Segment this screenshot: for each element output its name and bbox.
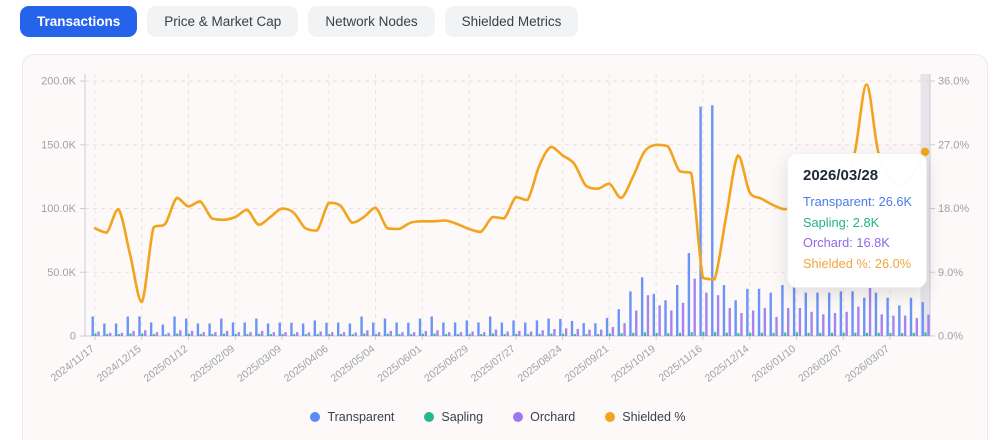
tooltip-row-sapling: Sapling: 2.8K xyxy=(803,214,880,230)
transparent-marker-icon xyxy=(310,412,321,422)
legend-label: Sapling xyxy=(441,410,484,424)
bars-sapling[interactable] xyxy=(94,331,927,336)
svg-text:2025/06/01: 2025/06/01 xyxy=(375,343,424,385)
svg-text:2026/01/10: 2026/01/10 xyxy=(749,343,798,385)
svg-text:50.0K: 50.0K xyxy=(47,267,76,279)
legend-item-shielded[interactable]: Shielded % xyxy=(605,410,686,424)
tab-network-nodes[interactable]: Network Nodes xyxy=(308,6,435,37)
svg-text:100.0K: 100.0K xyxy=(41,203,77,215)
svg-text:27.0%: 27.0% xyxy=(938,139,969,151)
legend-label: Shielded % xyxy=(622,410,686,424)
legend-item-sapling[interactable]: Sapling xyxy=(424,410,483,424)
svg-text:2025/03/09: 2025/03/09 xyxy=(235,343,284,385)
tooltip-row-orchard: Orchard: 16.8K xyxy=(803,235,890,251)
svg-text:200.0K: 200.0K xyxy=(41,76,77,88)
shielded-marker-icon xyxy=(605,412,616,422)
svg-text:2025/08/24: 2025/08/24 xyxy=(516,343,565,385)
svg-text:2026/03/07: 2026/03/07 xyxy=(843,343,892,385)
tooltip-row-transparent: Transparent: 26.6K xyxy=(803,194,913,209)
svg-text:2024/11/17: 2024/11/17 xyxy=(49,343,97,384)
tab-transactions[interactable]: Transactions xyxy=(20,6,138,37)
svg-text:2025/02/09: 2025/02/09 xyxy=(188,343,237,385)
tab-price-market-cap[interactable]: Price & Market Cap xyxy=(147,6,299,37)
svg-text:2025/12/14: 2025/12/14 xyxy=(703,343,752,385)
svg-text:2025/07/27: 2025/07/27 xyxy=(469,343,518,385)
svg-text:36.0%: 36.0% xyxy=(938,76,969,88)
svg-text:2025/10/19: 2025/10/19 xyxy=(609,343,658,385)
shielded-percent-line[interactable] xyxy=(93,83,927,304)
svg-text:2026/02/07: 2026/02/07 xyxy=(796,343,845,385)
svg-text:2025/01/12: 2025/01/12 xyxy=(142,343,191,385)
svg-text:2024/12/15: 2024/12/15 xyxy=(95,343,144,385)
chart-tooltip: 2026/03/28 Transparent: 26.6K Sapling: 2… xyxy=(787,153,927,288)
svg-text:2025/09/21: 2025/09/21 xyxy=(562,343,611,385)
svg-text:18.0%: 18.0% xyxy=(938,203,969,215)
svg-text:150.0K: 150.0K xyxy=(41,139,77,151)
bars-transparent[interactable] xyxy=(91,105,924,336)
chart-tab-bar: Transactions Price & Market Cap Network … xyxy=(20,6,579,37)
tooltip-date: 2026/03/28 xyxy=(803,167,879,184)
legend-label: Transparent xyxy=(327,410,395,424)
legend-item-orchard[interactable]: Orchard xyxy=(513,410,575,424)
orchard-marker-icon xyxy=(513,412,524,422)
sapling-marker-icon xyxy=(424,412,435,422)
svg-text:0.0%: 0.0% xyxy=(938,331,963,343)
svg-text:2025/06/29: 2025/06/29 xyxy=(422,343,471,385)
svg-text:2025/05/04: 2025/05/04 xyxy=(329,343,378,385)
legend-item-transparent[interactable]: Transparent xyxy=(310,410,394,424)
svg-text:9.0%: 9.0% xyxy=(938,267,963,279)
svg-text:2025/11/16: 2025/11/16 xyxy=(657,343,705,384)
svg-text:0: 0 xyxy=(70,331,76,343)
svg-text:2025/04/06: 2025/04/06 xyxy=(282,343,331,385)
legend-label: Orchard xyxy=(530,410,576,424)
tooltip-row-shielded: Shielded %: 26.0% xyxy=(803,256,912,272)
tab-shielded-metrics[interactable]: Shielded Metrics xyxy=(444,6,579,37)
chart-legend: Transparent Sapling Orchard Shielded % xyxy=(0,410,996,424)
bars-orchard[interactable] xyxy=(97,278,930,336)
